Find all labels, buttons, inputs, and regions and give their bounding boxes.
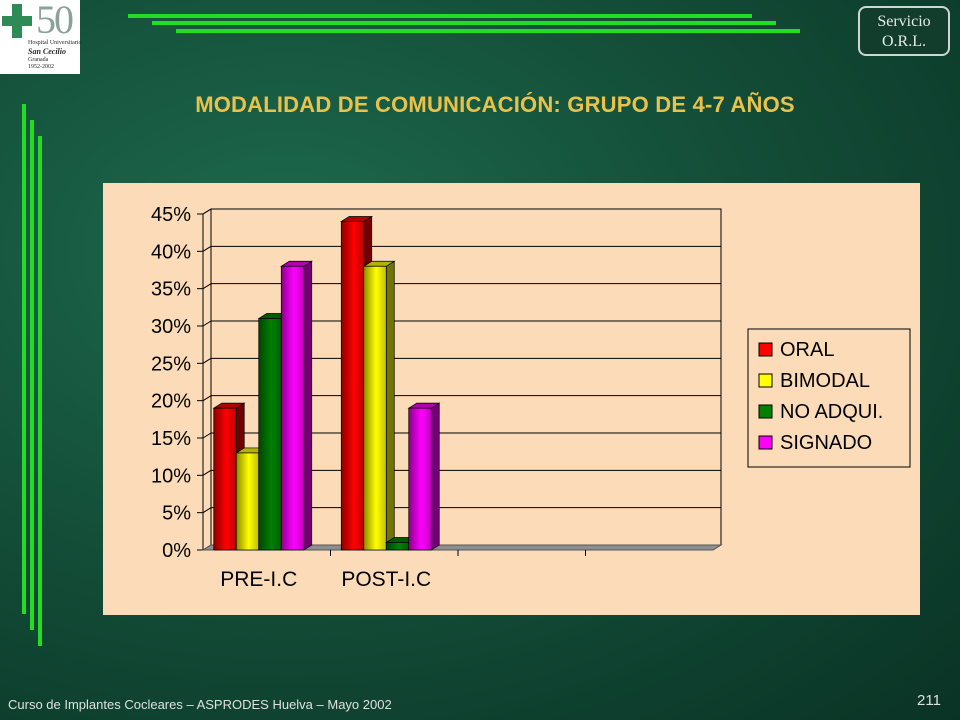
bar-bimodal-1 [363, 265, 387, 551]
y-tick-label: 0% [162, 540, 191, 562]
y-tick-label: 10% [151, 465, 191, 487]
y-axis-top [202, 208, 212, 215]
legend-swatch [758, 373, 773, 388]
decor-hline-2 [152, 21, 776, 25]
y-tick-label: 45% [151, 204, 191, 226]
hospital-logo: 50 Hospital Universitario San Cecilio Gr… [0, 0, 82, 74]
gridline-side [202, 245, 212, 252]
y-tick-label: 5% [162, 503, 191, 525]
decor-hline-3 [176, 29, 800, 33]
decor-vline-2 [30, 120, 34, 630]
decor-vline-1 [22, 104, 26, 614]
gridline-side [202, 283, 212, 290]
y-tick-label: 30% [151, 316, 191, 338]
chart-panel: 0% 5% 10% 15% 20% 25% 30% 35% 40% 45% PRE-I.C POST-… [103, 183, 920, 615]
x-tick-label: PRE-I.C [220, 568, 297, 591]
gridline-side [202, 469, 212, 476]
bar-side [303, 260, 313, 551]
plot-floor [201, 544, 723, 551]
gridline-side [202, 320, 212, 327]
legend-label: BIMODAL [780, 370, 870, 392]
bar-no-adqui--1 [385, 542, 410, 551]
cross-logo-icon [2, 4, 32, 38]
logo-line-2: San Cecilio [28, 47, 67, 56]
legend-label: ORAL [780, 339, 834, 361]
bar-bimodal-0 [235, 452, 260, 551]
bar-no-adqui--0 [258, 318, 282, 551]
footer-text: Curso de Implantes Cocleares – ASPRODES … [8, 697, 392, 712]
service-badge-line1: Servicio [877, 13, 931, 30]
bar-chart: 0% 5% 10% 15% 20% 25% 30% 35% 40% 45% PRE-I.C POST-… [151, 204, 911, 591]
x-tick-label: POST-I.C [341, 568, 431, 591]
gridline-side [202, 395, 212, 402]
y-tick-label: 40% [151, 241, 191, 263]
legend-box [747, 328, 911, 468]
decor-vline-3 [38, 136, 42, 646]
logo-line-4: 1952-2002 [28, 64, 54, 70]
gridline-side [202, 507, 212, 514]
y-tick-label: 25% [151, 353, 191, 375]
gridline-side [202, 357, 212, 364]
service-badge: Servicio O.R.L. [858, 6, 950, 56]
bar-oral-1 [340, 221, 365, 551]
service-badge-line2: O.R.L. [882, 33, 926, 50]
page-title: MODALIDAD DE COMUNICACIÓN: GRUPO DE 4-7 … [195, 92, 795, 117]
gridline-side [202, 432, 212, 439]
y-tick-label: 35% [151, 279, 191, 301]
bar-signado-1 [408, 407, 432, 551]
bar-oral-0 [213, 407, 237, 551]
page-number: 211 [917, 692, 941, 709]
y-tick-label: 15% [151, 428, 191, 450]
bar-side [430, 402, 440, 551]
legend-label: NO ADQUI. [780, 401, 883, 423]
legend-label: SIGNADO [780, 432, 872, 454]
bar-side [385, 260, 395, 551]
legend-swatch [758, 435, 773, 450]
bar-signado-0 [280, 265, 305, 551]
logo-number: 50 [36, 0, 74, 42]
logo-line-1: Hospital Universitario [28, 40, 82, 46]
legend-swatch [758, 404, 773, 419]
logo-line-3: Granada [28, 57, 49, 63]
decor-hline-1 [128, 14, 752, 18]
legend-swatch [758, 342, 773, 357]
y-tick-label: 20% [151, 391, 191, 413]
